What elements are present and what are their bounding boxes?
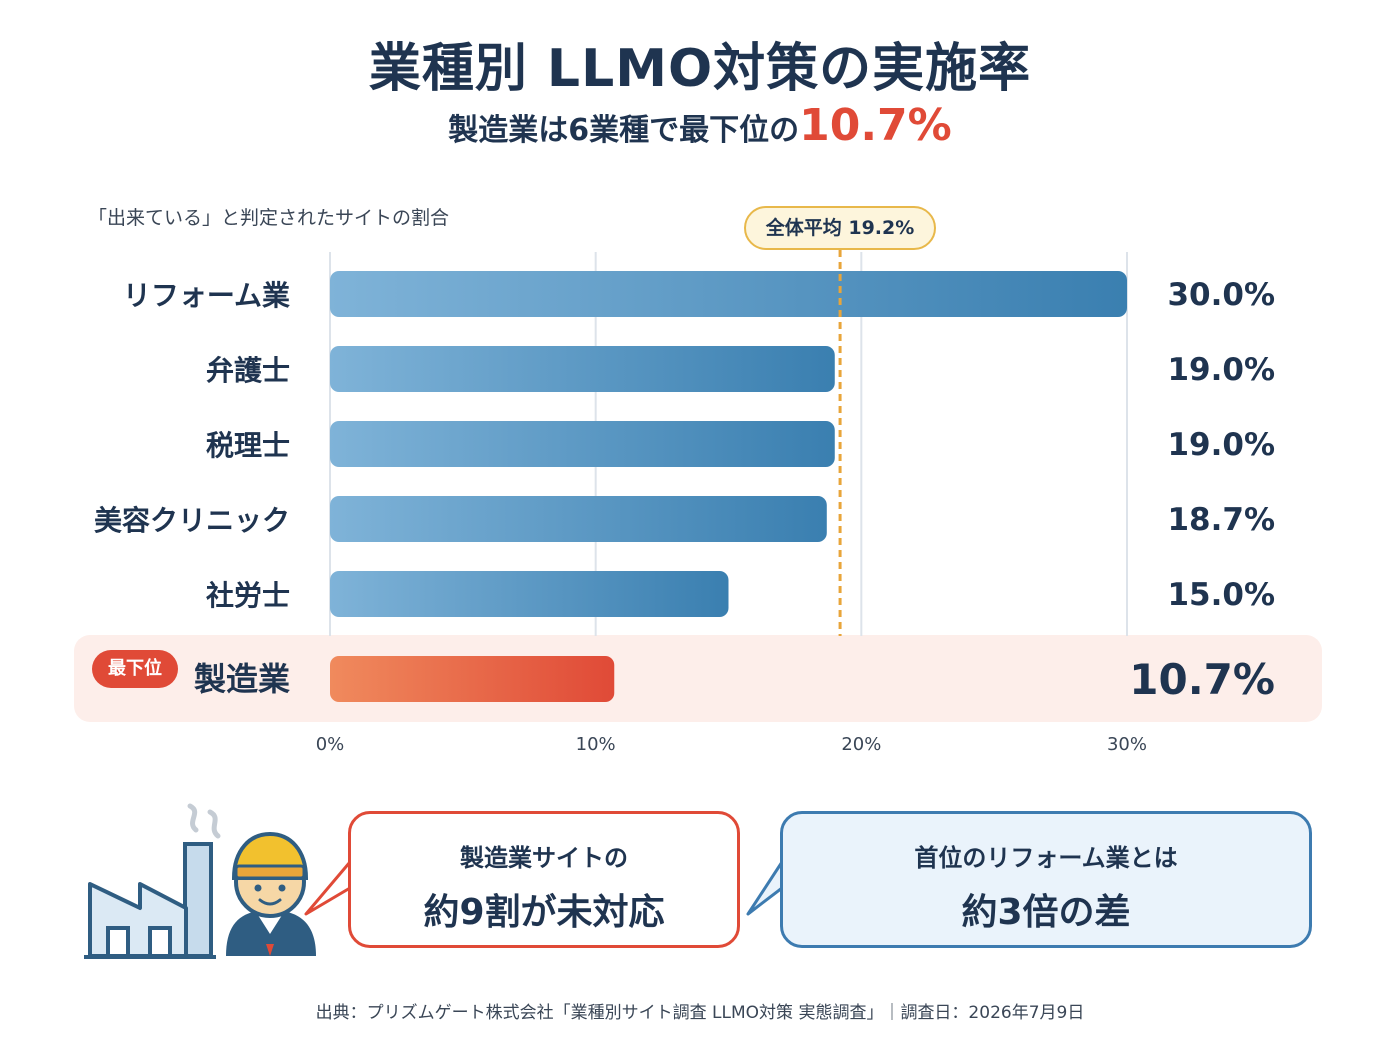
bar-3 — [330, 496, 827, 542]
category-label: 美容クリニック — [94, 504, 290, 537]
bar-1 — [330, 346, 835, 392]
category-label: 弁護士 — [206, 354, 290, 387]
category-label: 税理士 — [206, 429, 290, 462]
bar-2 — [330, 421, 835, 467]
callout-right: 首位のリフォーム業とは 約3倍の差 — [780, 811, 1312, 948]
worker-icon — [226, 831, 316, 956]
bar-4 — [330, 571, 729, 617]
right-bubble-tail — [746, 861, 784, 916]
factory-icon — [84, 803, 221, 959]
category-label: リフォーム業 — [123, 279, 290, 312]
chart-subtitle: 製造業は6業種で最下位の10.7% — [0, 100, 1400, 151]
value-label: 15.0% — [1167, 577, 1275, 613]
callout-right-big: 約3倍の差 — [961, 892, 1131, 933]
value-label: 30.0% — [1167, 277, 1275, 313]
category-label: 製造業 — [194, 660, 290, 698]
subtitle-prefix: 製造業は6業種で最下位の — [448, 113, 800, 148]
bar-0 — [330, 271, 1127, 317]
source-note: 出典：プリズムゲート株式会社「業種別サイト調査 LLMO対策 実態調査」｜調査日… — [315, 1003, 1085, 1023]
left-bubble-tail — [304, 861, 352, 916]
axis-caption: 「出来ている」と判定されたサイトの割合 — [88, 207, 450, 229]
callout-left-big: 約9割が未対応 — [423, 892, 665, 933]
value-label: 19.0% — [1167, 427, 1275, 463]
category-label: 社労士 — [206, 579, 290, 612]
callout-left-small: 製造業サイトの — [460, 844, 628, 872]
callout-right-small: 首位のリフォーム業とは — [914, 844, 1178, 872]
lowest-badge: 最下位 — [92, 650, 178, 688]
x-tick-label: 20% — [841, 734, 881, 755]
x-tick-label: 0% — [316, 734, 345, 755]
chart-title: 業種別 LLMO対策の実施率 — [368, 39, 1032, 99]
value-label: 10.7% — [1129, 655, 1275, 704]
x-tick-label: 30% — [1107, 734, 1147, 755]
callout-left: 製造業サイトの 約9割が未対応 — [348, 811, 740, 948]
average-label: 全体平均 19.2% — [744, 206, 936, 250]
value-label: 18.7% — [1167, 502, 1275, 538]
value-label: 19.0% — [1167, 352, 1275, 388]
bar-5 — [330, 656, 615, 702]
x-tick-label: 10% — [576, 734, 616, 755]
subtitle-highlight: 10.7% — [799, 100, 952, 151]
